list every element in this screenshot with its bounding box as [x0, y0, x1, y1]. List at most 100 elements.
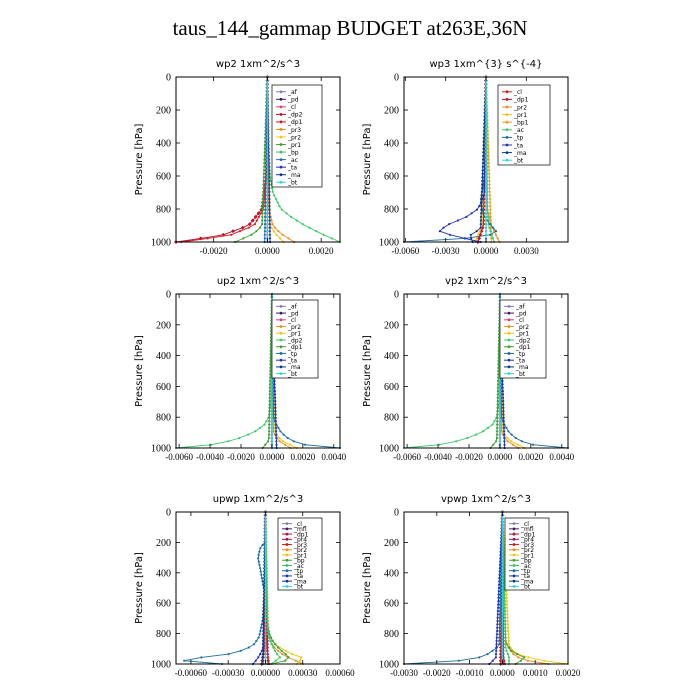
data-point [281, 233, 284, 236]
data-point [271, 223, 274, 226]
data-point [264, 208, 267, 211]
data-point [231, 229, 235, 234]
data-point [261, 208, 264, 211]
data-point [497, 379, 500, 383]
legend-marker [507, 318, 511, 322]
data-point [486, 653, 489, 656]
legend-marker [279, 352, 283, 355]
data-point [501, 646, 504, 649]
data-point [498, 570, 501, 573]
data-point [496, 386, 499, 389]
legend-label: _bp [520, 558, 532, 565]
legend-marker [279, 135, 283, 139]
series-ta [438, 75, 488, 244]
y-tick-label: 400 [156, 139, 171, 150]
data-point [488, 183, 491, 186]
data-point [298, 659, 301, 662]
data-point [264, 560, 267, 563]
data-point [262, 613, 265, 616]
legend-marker [285, 584, 289, 588]
data-point [457, 659, 460, 662]
data-point [532, 443, 535, 446]
data-point [504, 646, 507, 649]
data-point [501, 639, 504, 643]
data-point [463, 237, 467, 240]
data-point [260, 626, 263, 629]
data-point [266, 233, 269, 236]
data-point [494, 440, 498, 443]
data-point [247, 226, 250, 229]
legend-label: _pr1 [520, 552, 534, 559]
legend-marker [512, 574, 516, 578]
data-point [484, 147, 488, 150]
data-point [259, 547, 262, 550]
data-point [438, 230, 441, 233]
data-point [291, 653, 294, 656]
data-point [481, 169, 484, 172]
data-point [491, 423, 494, 426]
data-point [480, 194, 483, 197]
data-point [481, 165, 484, 168]
data-point [260, 623, 263, 626]
data-point [484, 86, 488, 89]
data-point [255, 230, 258, 233]
legend-label: _pr2 [293, 547, 307, 554]
data-point [484, 83, 488, 86]
data-point [253, 643, 256, 646]
data-point [267, 633, 270, 636]
data-point [263, 223, 267, 226]
data-point [266, 440, 270, 443]
data-point [484, 183, 488, 186]
data-point [264, 527, 267, 530]
x-tick-label: 0.0020 [556, 668, 581, 678]
legend-label: _dp2 [287, 337, 303, 344]
data-point [495, 436, 498, 440]
data-point [264, 540, 267, 543]
legend-marker [507, 365, 511, 369]
data-point [480, 201, 483, 204]
legend-label: _ma [287, 364, 301, 371]
data-point [484, 90, 488, 93]
data-point [503, 590, 506, 593]
x-tick-label: 0.0020 [518, 452, 543, 462]
legend-marker [512, 569, 516, 573]
data-point [264, 626, 267, 629]
data-point [487, 158, 490, 161]
data-point [456, 219, 459, 222]
data-point [264, 567, 267, 570]
data-point [268, 226, 271, 229]
legend-label: _dp1 [287, 119, 303, 126]
data-point [264, 215, 267, 218]
legend-marker [512, 532, 516, 536]
data-point [487, 165, 490, 168]
data-point [263, 165, 266, 168]
data-point [270, 400, 273, 403]
data-point [484, 126, 488, 129]
legend-marker [279, 173, 283, 177]
legend-label: _af [287, 89, 298, 96]
data-point [262, 187, 265, 190]
data-point [495, 646, 498, 649]
data-point [270, 440, 273, 443]
data-point [264, 629, 267, 633]
x-tick-label: 0.0020 [290, 452, 315, 462]
data-point [496, 410, 499, 413]
data-point [270, 403, 273, 406]
data-point [498, 440, 501, 443]
data-point [501, 626, 504, 629]
legend-label: _ac [520, 563, 531, 570]
data-point [274, 423, 277, 426]
legend-label: _cl [513, 89, 522, 96]
chart-title: wp2 1xm^2/s^3 [216, 59, 300, 70]
legend-label: _bp1 [513, 120, 529, 127]
data-point [261, 580, 264, 583]
data-point [496, 626, 499, 629]
data-point [266, 603, 269, 606]
data-point [483, 126, 486, 129]
data-point [480, 190, 483, 193]
legend-marker [512, 537, 516, 541]
data-point [499, 560, 502, 563]
data-point [238, 230, 241, 233]
data-point [498, 426, 501, 429]
data-point [274, 400, 277, 403]
